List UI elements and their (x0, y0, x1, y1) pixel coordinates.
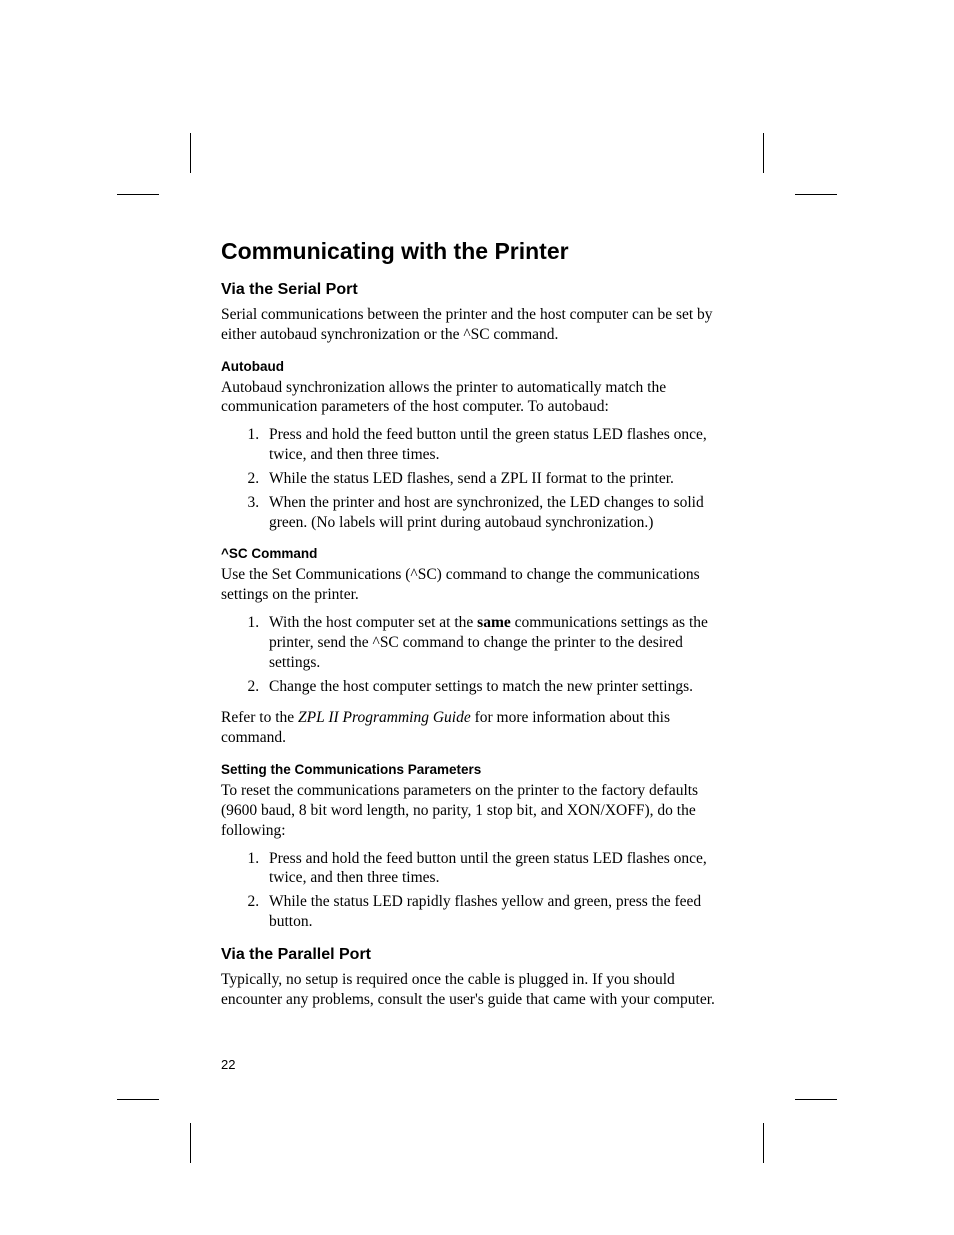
list-item: Press and hold the feed button until the… (263, 425, 737, 465)
sc-steps: With the host computer set at the same c… (221, 613, 737, 696)
text-italic: ZPL II Programming Guide (298, 709, 471, 726)
crop-mark (190, 133, 191, 173)
page: Communicating with the Printer Via the S… (0, 0, 954, 1235)
text: Refer to the (221, 709, 298, 726)
serial-intro: Serial communications between the printe… (221, 305, 737, 345)
sub-sc-command: ^SC Command (221, 546, 737, 561)
page-title: Communicating with the Printer (221, 238, 737, 265)
crop-mark (190, 1123, 191, 1163)
section-parallel-port: Via the Parallel Port (221, 946, 737, 964)
crop-mark (763, 133, 764, 173)
sub-comm-params: Setting the Communications Parameters (221, 762, 737, 777)
list-item: With the host computer set at the same c… (263, 613, 737, 672)
text: With the host computer set at the (269, 614, 477, 631)
sc-intro: Use the Set Communications (^SC) command… (221, 565, 737, 605)
crop-mark (117, 1099, 159, 1100)
autobaud-steps: Press and hold the feed button until the… (221, 425, 737, 532)
crop-mark (117, 194, 159, 195)
sc-reference: Refer to the ZPL II Programming Guide fo… (221, 708, 737, 748)
content-column: Communicating with the Printer Via the S… (221, 238, 737, 1022)
autobaud-intro: Autobaud synchronization allows the prin… (221, 378, 737, 418)
params-steps: Press and hold the feed button until the… (221, 849, 737, 932)
params-intro: To reset the communications parameters o… (221, 781, 737, 840)
list-item: Press and hold the feed button until the… (263, 849, 737, 889)
crop-mark (795, 194, 837, 195)
sub-autobaud: Autobaud (221, 359, 737, 374)
parallel-body: Typically, no setup is required once the… (221, 970, 737, 1010)
section-serial-port: Via the Serial Port (221, 281, 737, 299)
list-item: While the status LED flashes, send a ZPL… (263, 469, 737, 489)
crop-mark (795, 1099, 837, 1100)
list-item: While the status LED rapidly flashes yel… (263, 892, 737, 932)
list-item: When the printer and host are synchroniz… (263, 493, 737, 533)
crop-mark (763, 1123, 764, 1163)
page-number: 22 (221, 1057, 235, 1072)
list-item: Change the host computer settings to mat… (263, 677, 737, 697)
text-bold: same (477, 614, 511, 631)
